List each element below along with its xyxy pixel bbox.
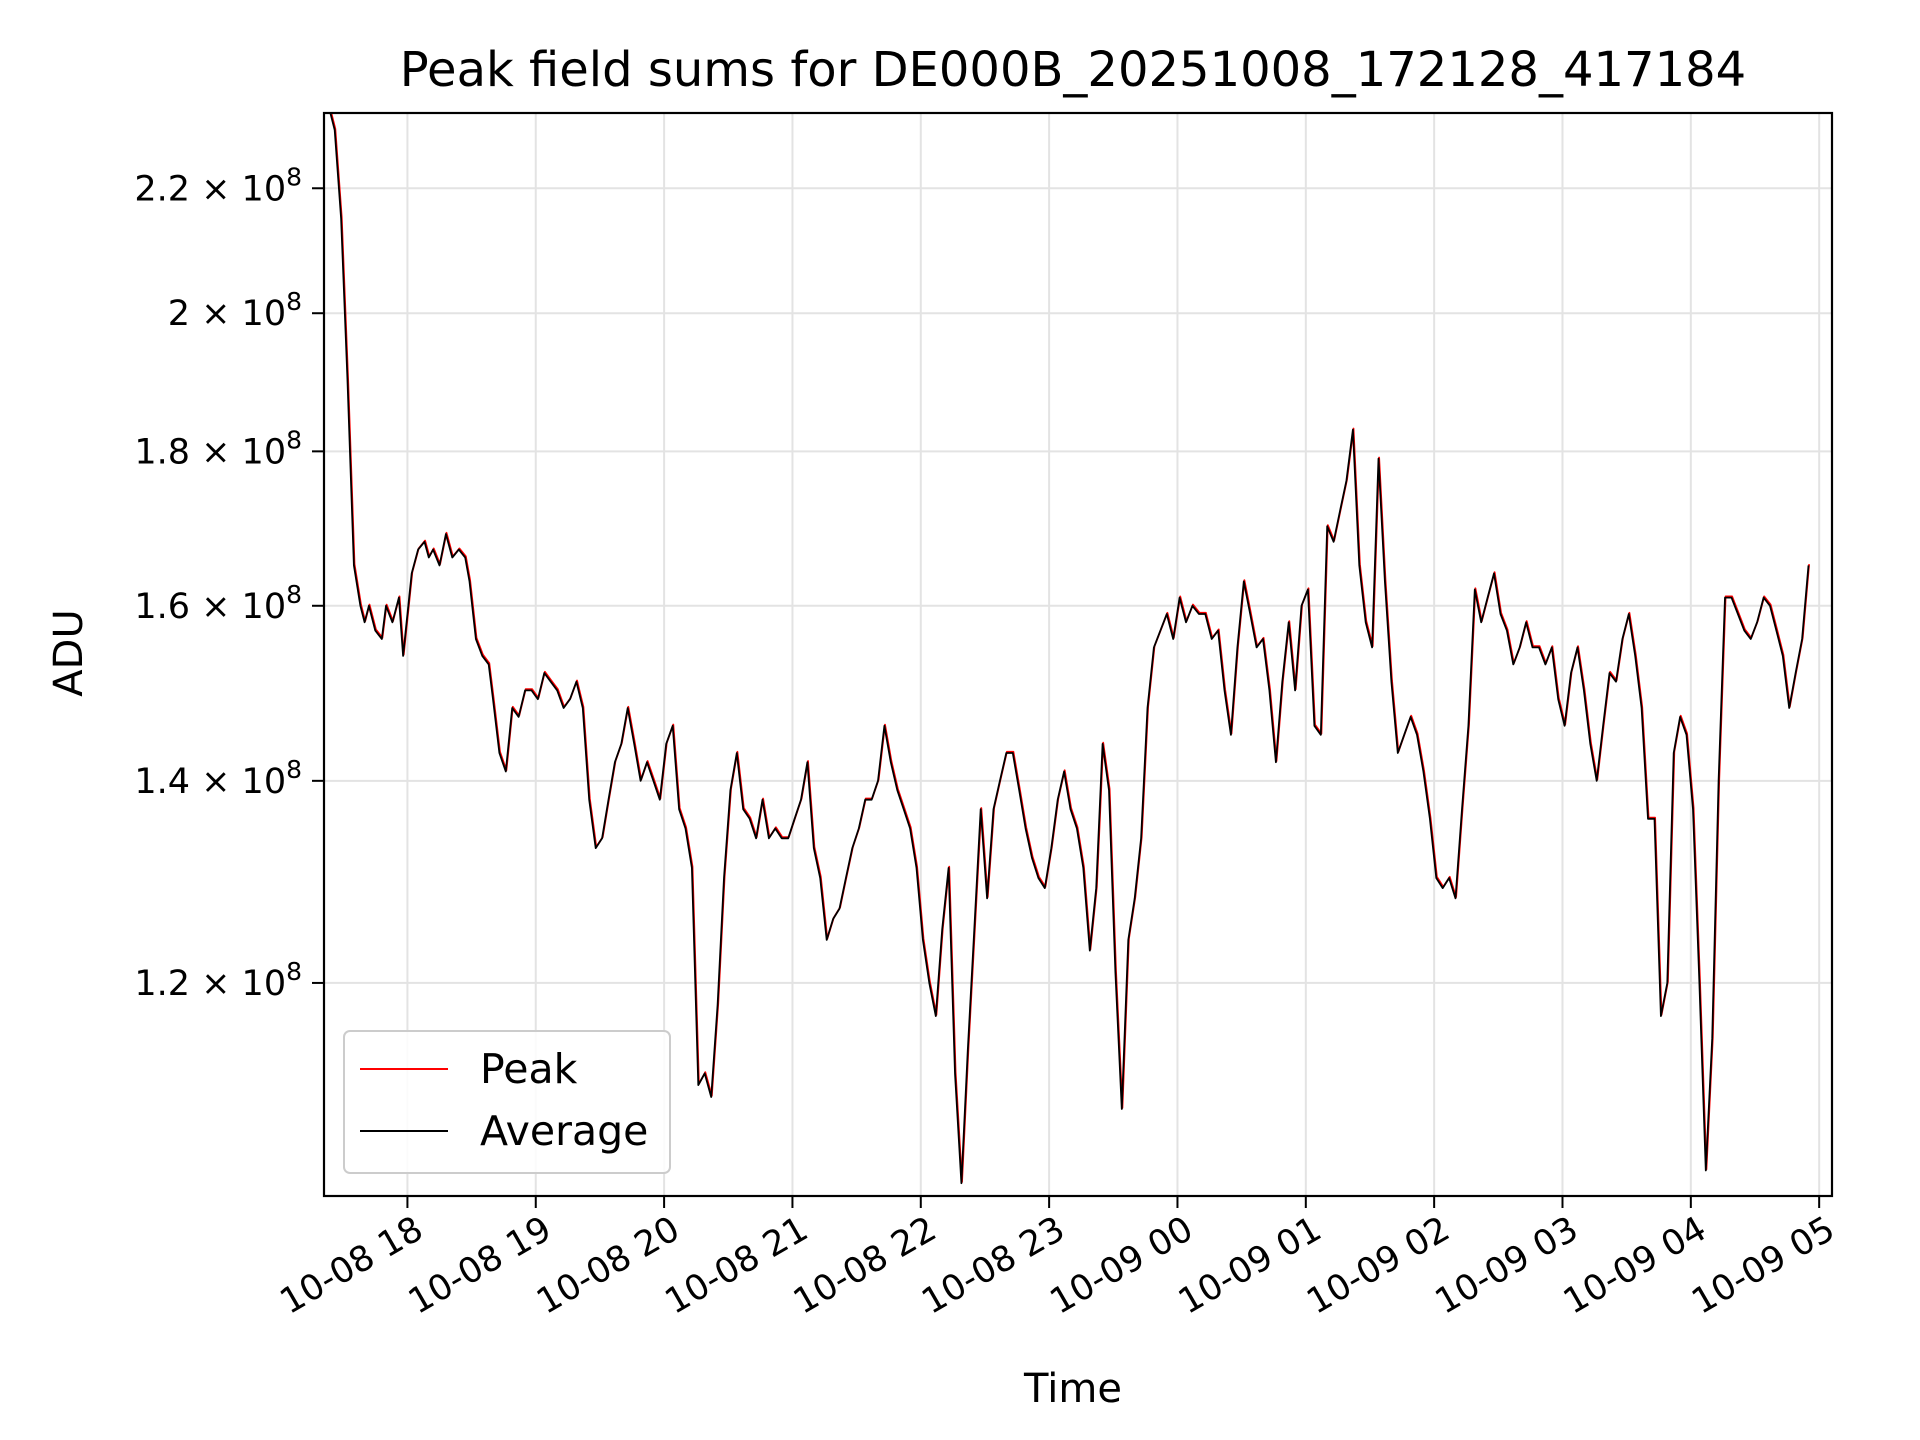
chart-title: Peak field sums for DE000B_20251008_1721… [400, 42, 1746, 98]
y-tick-label: 1.4 × 108 [134, 755, 302, 802]
series-line-average [324, 113, 1810, 1185]
y-tick-label: 2 × 108 [168, 287, 302, 334]
plot-frame [322, 111, 1834, 1198]
legend-label-peak: Peak [480, 1045, 578, 1093]
gridlines [324, 113, 1832, 1196]
legend-box [343, 1030, 671, 1174]
y-tick-label: 2.2 × 108 [134, 162, 302, 209]
series-lines [324, 113, 1810, 1185]
legend-label-average: Average [480, 1107, 648, 1155]
y-tick-label: 1.2 × 108 [134, 957, 302, 1004]
y-tick-label: 1.6 × 108 [134, 580, 302, 627]
x-axis-label: Time [1023, 1366, 1122, 1412]
y-tick-label: 1.8 × 108 [134, 425, 302, 472]
legend: Peak Average [343, 1030, 671, 1174]
y-axis: 1.2 × 108 1.4 × 108 1.6 × 108 1.8 × 108 2 × … [134, 162, 324, 1004]
y-axis-label: ADU [46, 609, 92, 696]
